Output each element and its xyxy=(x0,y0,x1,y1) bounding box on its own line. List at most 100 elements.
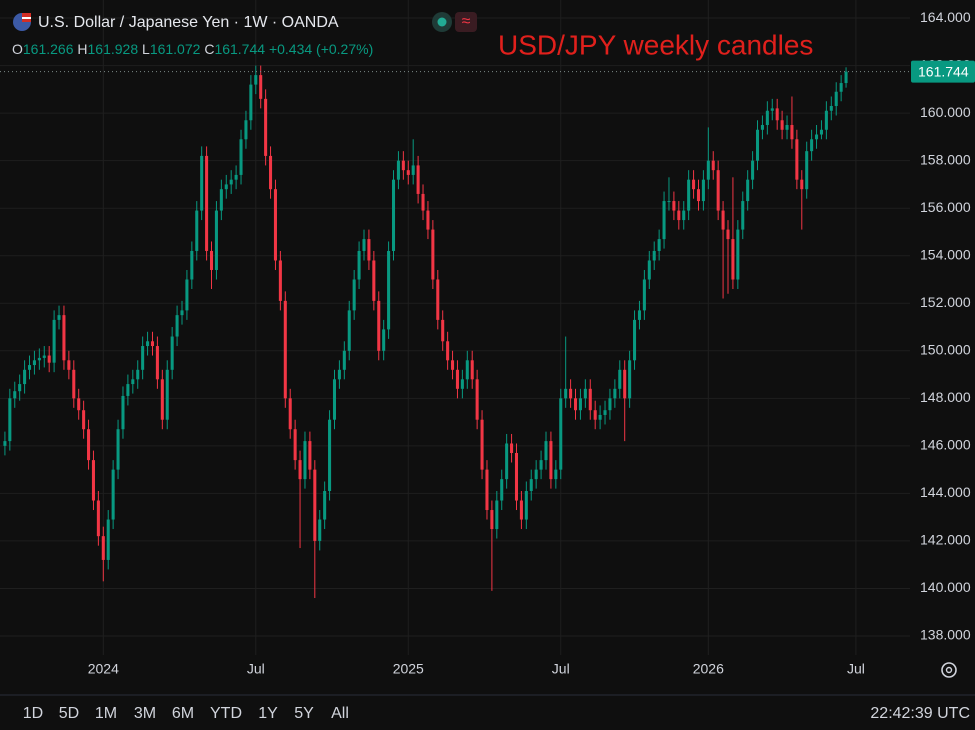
candle-body xyxy=(82,410,86,430)
candle-body xyxy=(465,360,469,380)
candle-body xyxy=(819,129,823,135)
candle-body xyxy=(593,410,597,420)
x-tick-label: Jul xyxy=(552,661,570,677)
y-tick-label: 138.000 xyxy=(920,627,971,643)
candle-body xyxy=(91,460,95,501)
candle-body xyxy=(672,201,676,211)
candle-body xyxy=(642,279,646,311)
candle-body xyxy=(706,160,710,180)
candle-body xyxy=(185,279,189,311)
candle-body xyxy=(200,155,204,211)
candle-body xyxy=(332,379,337,420)
ohlc-value: 161.744 xyxy=(214,41,265,57)
candle-body xyxy=(711,160,715,171)
candle-body xyxy=(116,429,120,470)
candle-body xyxy=(519,500,523,520)
candle-body xyxy=(283,300,287,399)
candle-body xyxy=(146,341,150,347)
candle-body xyxy=(318,519,322,541)
ohlc-label: L xyxy=(142,41,150,57)
candle-body xyxy=(426,210,430,230)
x-tick-label: Jul xyxy=(247,661,265,677)
ohlc-label: O xyxy=(12,41,23,57)
candle-body xyxy=(495,500,499,530)
candle-body xyxy=(308,441,312,470)
candle-body xyxy=(554,469,558,480)
candle-body xyxy=(800,179,804,190)
candle-body xyxy=(52,319,56,363)
candle-body xyxy=(239,139,243,175)
candle-body xyxy=(475,379,479,420)
candle-body xyxy=(534,469,538,480)
candle-body xyxy=(485,469,489,511)
candle-body xyxy=(323,491,327,520)
candle-body xyxy=(264,98,268,156)
candle-body xyxy=(436,279,440,320)
candle-body xyxy=(244,120,248,140)
candle-body xyxy=(352,279,356,311)
candle-body xyxy=(377,300,381,351)
y-tick-label: 150.000 xyxy=(920,341,971,357)
candle-body xyxy=(372,260,376,301)
candle-body xyxy=(32,360,36,366)
candle-body xyxy=(131,379,135,385)
candle-body xyxy=(150,341,155,347)
range-button[interactable]: YTD xyxy=(210,705,242,722)
range-button[interactable]: 3M xyxy=(134,705,156,722)
candle-body xyxy=(357,250,361,280)
y-tick-label: 160.000 xyxy=(920,104,971,120)
candle-body xyxy=(205,155,209,251)
candle-body xyxy=(514,452,519,501)
candle-body xyxy=(77,398,81,411)
candle-body xyxy=(696,189,701,202)
candle-body xyxy=(829,105,833,111)
candle-body xyxy=(249,84,253,121)
range-button[interactable]: 1Y xyxy=(258,705,278,722)
candle-body xyxy=(293,429,297,461)
candle-body xyxy=(337,369,341,380)
change: +0.434 (+0.27%) xyxy=(269,41,373,57)
candle-body xyxy=(716,170,720,211)
candle-body xyxy=(755,129,760,161)
candle-body xyxy=(101,536,105,560)
ohlc-value: 161.266 xyxy=(23,41,74,57)
candle-body xyxy=(195,210,199,251)
status-dot xyxy=(437,17,447,27)
candle-body xyxy=(303,441,307,480)
x-tick-label: 2026 xyxy=(693,661,724,677)
candle-body xyxy=(214,210,218,270)
range-button[interactable]: All xyxy=(331,705,349,722)
y-tick-label: 152.000 xyxy=(920,294,971,310)
y-tick-label: 156.000 xyxy=(920,199,971,215)
range-button[interactable]: 1M xyxy=(95,705,117,722)
chart-title: U.S. Dollar / Japanese Yen · 1W · OANDA xyxy=(38,14,339,31)
candle-body xyxy=(455,369,459,389)
range-button[interactable]: 1D xyxy=(23,705,43,722)
candle-body xyxy=(524,491,528,520)
candle-body xyxy=(824,110,828,130)
candle-body xyxy=(126,384,130,396)
ohlc-label: H xyxy=(77,41,87,57)
candle-body xyxy=(224,184,228,190)
candle-body xyxy=(633,319,637,361)
y-tick-label: 154.000 xyxy=(920,246,971,262)
candle-body xyxy=(209,250,214,270)
settings-icon[interactable] xyxy=(941,662,957,678)
candle-body xyxy=(780,120,784,130)
ohlc-value: 161.928 xyxy=(88,41,139,57)
candle-body xyxy=(569,388,573,399)
ohlc-label: C xyxy=(204,41,214,57)
candle-body xyxy=(559,398,563,470)
candle-body xyxy=(155,346,159,380)
candle-body xyxy=(219,189,223,211)
range-button[interactable]: 5D xyxy=(59,705,79,722)
candle-body xyxy=(347,310,351,351)
toolbar: 1D 5D 1M 3M 6M YTD 1Y 5Y All xyxy=(23,705,349,722)
candle-body xyxy=(682,210,686,221)
delay-badge xyxy=(455,12,477,32)
range-button[interactable]: 5Y xyxy=(294,705,314,722)
range-button[interactable]: 6M xyxy=(172,705,194,722)
ohlc-legend: O161.266 H161.928 L161.072 C161.744 +0.4… xyxy=(12,41,373,57)
